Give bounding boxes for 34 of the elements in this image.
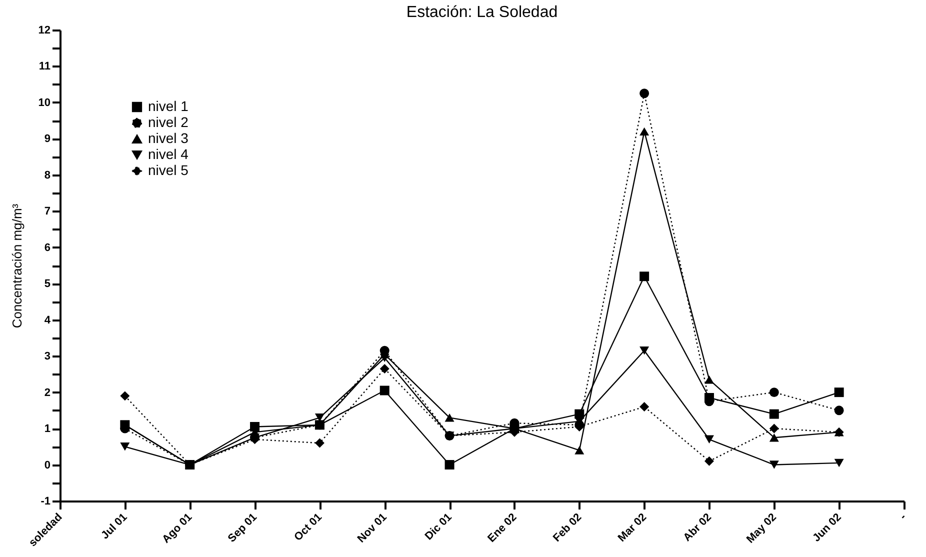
y-tick-label: 1 [44,423,50,436]
x-tick-label: Ene 02 [486,511,520,545]
y-axis-title: Concentración mg/m³ [9,203,24,328]
y-tick-label: 8 [44,169,50,182]
y-tick-label: 6 [44,242,50,254]
y-tick-label: 4 [44,314,52,326]
y-tick-label: -1 [40,496,50,508]
y-tick-label: 12 [38,24,50,36]
x-tick-label: Sep 01 [226,511,260,545]
legend-label: nivel 3 [148,130,189,146]
y-tick-label: 10 [38,96,50,109]
legend-label: nivel 1 [148,98,189,114]
y-tick-label: 5 [44,278,50,290]
x-tick-label: Jul 01 [99,511,130,542]
x-tick-label: Feb 02 [550,511,584,544]
y-tick-label: 11 [38,60,50,73]
y-tick-label: 7 [44,206,50,218]
x-tick-label: Abr 02 [681,511,714,544]
x-tick-label: May 02 [744,511,779,546]
chart-title: Estación: La Soledad [406,4,558,21]
x-tick-label: Dic 01 [422,511,454,543]
legend-label: nivel 2 [148,114,189,130]
y-tick-label: 2 [44,386,50,399]
x-tick-label: Oct 01 [292,511,324,544]
x-tick-label: Mar 02 [616,511,650,544]
y-tick-label: 0 [44,459,50,472]
y-tick-label: 9 [44,133,50,146]
legend-label: nivel 5 [148,162,189,178]
x-tick-label: - [898,511,909,522]
x-tick-label: Ago 01 [160,511,195,546]
x-tick-label: Nov 01 [355,511,390,546]
legend-label: nivel 4 [148,146,189,162]
y-tick-label: 3 [44,350,50,363]
x-tick-label: Jun 02 [810,511,844,544]
